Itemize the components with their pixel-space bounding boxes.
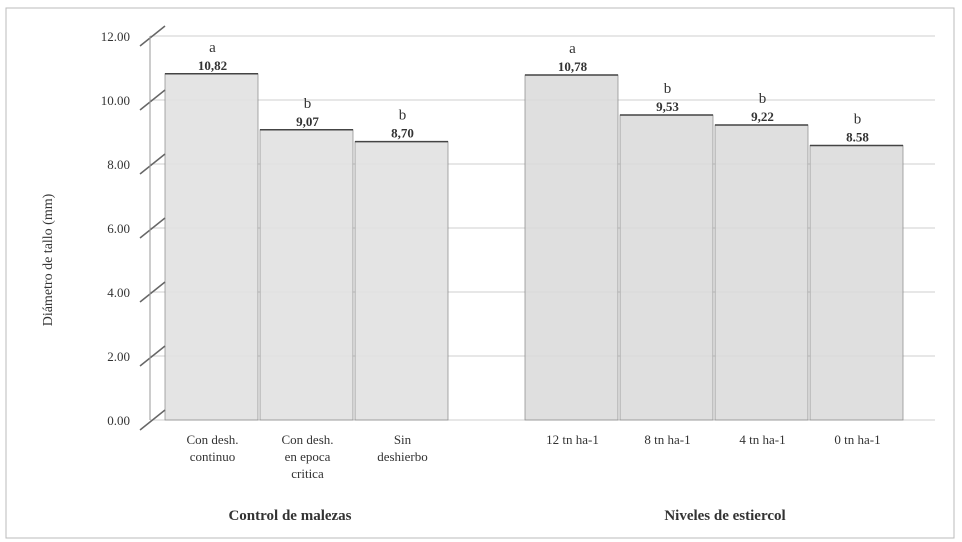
y-tick-label: 8.00 bbox=[107, 157, 130, 172]
y-tick-mark bbox=[139, 281, 166, 303]
significance-letter: b bbox=[399, 108, 407, 124]
category-label: 12 tn ha-1 bbox=[546, 432, 599, 447]
significance-letter: b bbox=[664, 81, 672, 97]
category-label: Con desh. bbox=[187, 432, 239, 447]
bar bbox=[619, 114, 714, 421]
y-tick-mark bbox=[139, 345, 166, 367]
y-tick-mark bbox=[139, 89, 166, 111]
data-label: 10,82 bbox=[198, 58, 227, 73]
y-tick-mark bbox=[139, 25, 166, 47]
y-tick-label: 4.00 bbox=[107, 285, 130, 300]
category-label: en epoca bbox=[285, 449, 331, 464]
y-tick-label: 6.00 bbox=[107, 221, 130, 236]
category-label: critica bbox=[291, 466, 324, 481]
chart-border bbox=[5, 7, 955, 539]
bar bbox=[164, 73, 259, 421]
significance-letter: b bbox=[304, 96, 312, 112]
bar bbox=[524, 74, 619, 421]
bar bbox=[259, 129, 354, 421]
y-tick-label: 0.00 bbox=[107, 413, 130, 428]
y-axis-title: Diámetro de tallo (mm) bbox=[41, 193, 56, 326]
y-tick-mark bbox=[139, 153, 166, 175]
bar bbox=[714, 124, 809, 421]
y-tick-label: 10.00 bbox=[101, 93, 130, 108]
data-label: 8,70 bbox=[391, 126, 414, 141]
category-label: 4 tn ha-1 bbox=[739, 432, 785, 447]
y-tick-label: 2.00 bbox=[107, 349, 130, 364]
significance-letter: b bbox=[854, 111, 862, 127]
category-label: deshierbo bbox=[377, 449, 428, 464]
group-label: Niveles de estiercol bbox=[664, 508, 785, 524]
category-label: Sin bbox=[394, 432, 412, 447]
bar bbox=[354, 141, 449, 421]
data-label: 10,78 bbox=[558, 59, 588, 74]
significance-letter: a bbox=[209, 40, 216, 56]
y-tick-label: 12.00 bbox=[101, 29, 130, 44]
category-label: 8 tn ha-1 bbox=[644, 432, 690, 447]
category-label: 0 tn ha-1 bbox=[834, 432, 880, 447]
data-label: 9,22 bbox=[751, 109, 774, 124]
category-label: Con desh. bbox=[282, 432, 334, 447]
bar bbox=[809, 145, 904, 421]
category-label: continuo bbox=[190, 449, 236, 464]
group-label: Control de malezas bbox=[228, 508, 351, 524]
y-tick-mark bbox=[139, 217, 166, 239]
y-tick-mark bbox=[139, 409, 166, 431]
data-label: 8.58 bbox=[846, 129, 869, 144]
data-label: 9,53 bbox=[656, 99, 679, 114]
significance-letter: a bbox=[569, 41, 576, 57]
data-label: 9,07 bbox=[296, 114, 319, 129]
significance-letter: b bbox=[759, 91, 767, 107]
